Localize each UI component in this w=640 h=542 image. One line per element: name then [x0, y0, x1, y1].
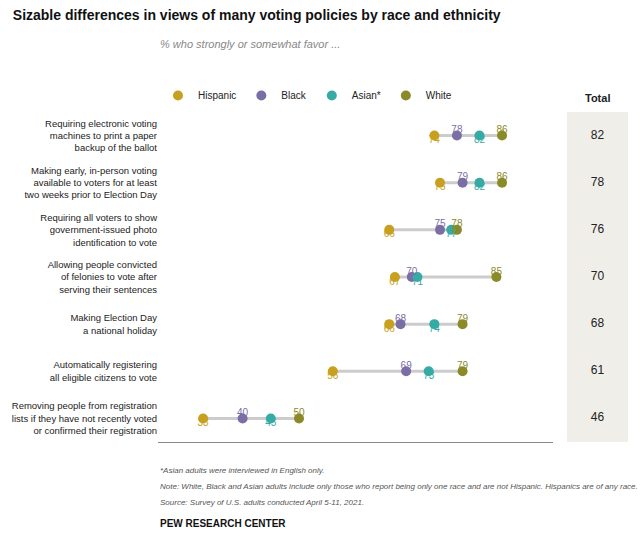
svg-text:66: 66	[384, 228, 396, 239]
svg-text:82: 82	[474, 134, 486, 145]
svg-text:78: 78	[451, 218, 463, 229]
svg-text:40: 40	[237, 407, 249, 418]
svg-text:75: 75	[434, 218, 446, 229]
svg-text:Requiring electronic votingmac: Requiring electronic votingmachines to p…	[45, 118, 157, 154]
svg-text:70: 70	[406, 266, 418, 277]
svg-text:82: 82	[474, 181, 486, 192]
svg-text:Making early, in-person voting: Making early, in-person votingavailable …	[24, 165, 157, 201]
svg-text:45: 45	[265, 417, 277, 428]
svg-text:70: 70	[591, 269, 605, 283]
svg-text:33: 33	[198, 417, 210, 428]
svg-text:61: 61	[591, 363, 605, 377]
svg-text:76: 76	[591, 222, 605, 236]
svg-text:Requiring all voters to showgo: Requiring all voters to showgovernment-i…	[40, 212, 157, 248]
svg-text:56: 56	[327, 370, 339, 381]
svg-text:78: 78	[591, 175, 605, 189]
svg-text:46: 46	[591, 410, 605, 424]
svg-text:50: 50	[293, 407, 305, 418]
svg-text:86: 86	[496, 124, 508, 135]
svg-text:Asian*: Asian*	[352, 90, 381, 101]
svg-text:78: 78	[451, 124, 463, 135]
svg-text:Hispanic: Hispanic	[198, 90, 236, 101]
svg-text:Allowing people convictedof fe: Allowing people convictedof felonies to …	[48, 259, 158, 295]
svg-text:77: 77	[446, 228, 458, 239]
svg-text:Source: Survey of U.S. adults: Source: Survey of U.S. adults conducted …	[160, 498, 364, 507]
svg-text:White: White	[426, 90, 452, 101]
svg-text:Black: Black	[281, 90, 306, 101]
svg-text:69: 69	[401, 360, 413, 371]
svg-text:71: 71	[412, 276, 424, 287]
svg-text:86: 86	[496, 171, 508, 182]
svg-text:68: 68	[591, 316, 605, 330]
svg-text:68: 68	[395, 313, 407, 324]
svg-text:Automatically registeringall e: Automatically registeringall eligible ci…	[50, 359, 157, 382]
svg-text:79: 79	[457, 313, 469, 324]
svg-text:67: 67	[389, 276, 401, 287]
svg-text:66: 66	[384, 323, 396, 334]
svg-text:PEW RESEARCH CENTER: PEW RESEARCH CENTER	[160, 518, 286, 529]
svg-text:Removing people from registrat: Removing people from registrationlists i…	[12, 400, 157, 436]
svg-text:*Asian adults were interviewed: *Asian adults were interviewed in Englis…	[160, 466, 324, 475]
svg-text:Total: Total	[585, 92, 610, 104]
svg-text:79: 79	[457, 171, 469, 182]
svg-text:% who strongly or somewhat fav: % who strongly or somewhat favor ...	[160, 38, 340, 50]
svg-text:Sizable differences in views o: Sizable differences in views of many vot…	[13, 7, 501, 23]
svg-text:82: 82	[591, 128, 605, 142]
svg-text:73: 73	[423, 370, 435, 381]
svg-text:74: 74	[429, 134, 441, 145]
svg-text:85: 85	[491, 266, 503, 277]
svg-text:74: 74	[429, 323, 441, 334]
svg-text:Making Election Daya national: Making Election Daya national holiday	[70, 312, 157, 335]
svg-text:79: 79	[457, 360, 469, 371]
svg-text:Note: White, Black and Asian a: Note: White, Black and Asian adults incl…	[160, 482, 638, 491]
svg-text:75: 75	[434, 181, 446, 192]
